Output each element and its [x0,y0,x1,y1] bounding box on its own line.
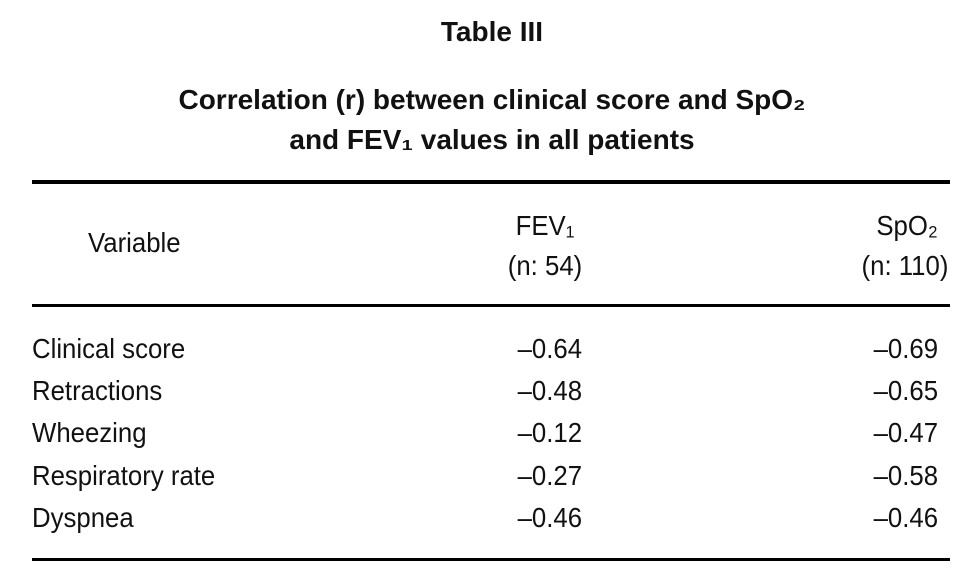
row-label: Clinical score [32,333,186,364]
cell-value: –0.65 [873,375,938,407]
top-rule [32,180,950,184]
cell-value: –0.48 [517,375,582,407]
row-label: Retractions [32,375,163,407]
cell-value: –0.69 [873,333,938,364]
table-subtitle: and FEV₁ values in all patients [289,124,695,155]
bottom-rule [32,558,950,561]
cell-value: –0.27 [517,459,582,491]
cell-value: –0.64 [517,333,582,364]
column-header: Variable [88,227,181,258]
cell-value: –0.46 [517,501,582,533]
row-label: Wheezing [32,417,147,449]
cell-value: –0.46 [873,501,938,533]
cell-value: –0.12 [517,417,582,449]
table-subtitle: Correlation (r) between clinical score a… [178,84,806,115]
column-n: (n: 110) [861,250,948,281]
table-title: Table III [440,16,544,47]
cell-value: –0.58 [873,459,938,491]
cell-value: –0.47 [873,417,938,449]
column-n: (n: 54) [507,250,583,281]
column-header: FEV₁ [515,210,575,241]
row-label: Dyspnea [32,501,134,533]
column-header: SpO₂ [876,210,938,241]
row-label: Respiratory rate [32,459,216,491]
header-rule [32,304,950,307]
